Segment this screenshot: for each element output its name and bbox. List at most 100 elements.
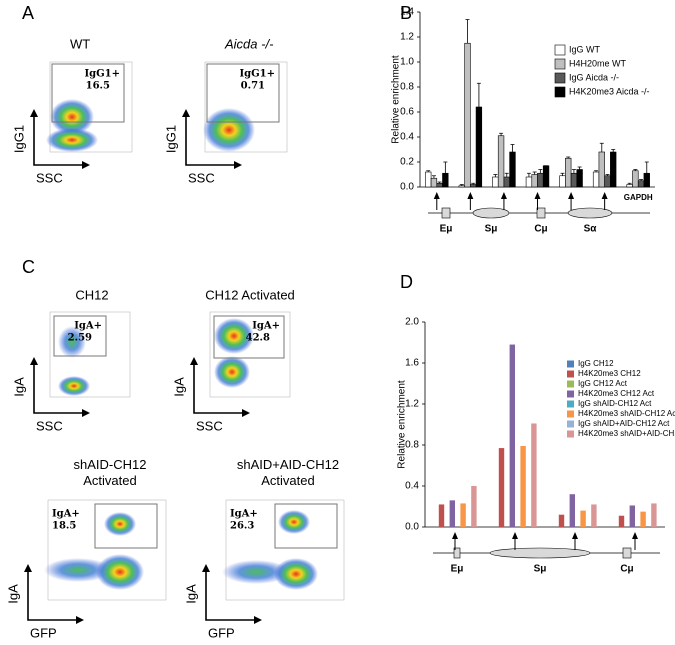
legend-swatch bbox=[554, 86, 566, 98]
axis-arrow bbox=[185, 113, 238, 166]
legend-swatch bbox=[567, 380, 574, 388]
y-axis-title: Relative enrichment bbox=[391, 55, 402, 144]
locus-arrow-head bbox=[601, 192, 608, 199]
bar bbox=[430, 177, 438, 188]
locus-element bbox=[536, 207, 546, 219]
error-bar bbox=[605, 174, 610, 176]
locus-element bbox=[622, 547, 632, 559]
bar bbox=[436, 182, 443, 188]
locus-element bbox=[472, 207, 510, 219]
y-tick-label: 2.0 bbox=[405, 317, 419, 328]
legend-swatch bbox=[567, 420, 574, 428]
axis-arrow bbox=[27, 568, 80, 621]
bar bbox=[591, 504, 597, 527]
flow-plot: IgA+42.8 CH12 Activated SSC IgA bbox=[171, 287, 294, 433]
bar bbox=[531, 423, 537, 527]
bar bbox=[531, 174, 538, 188]
cell-density bbox=[274, 558, 318, 590]
x-axis-label: SSC bbox=[36, 170, 63, 185]
error-bar bbox=[437, 181, 442, 184]
error-bar bbox=[431, 175, 436, 179]
error-bar bbox=[532, 171, 537, 175]
error-bar bbox=[627, 182, 632, 185]
x-axis-label: GFP bbox=[208, 625, 235, 640]
plot-title: WT bbox=[70, 36, 90, 51]
gate-value: 16.5 bbox=[86, 81, 110, 92]
region-label: Sμ bbox=[534, 564, 547, 575]
gate bbox=[53, 315, 107, 357]
locus-arrow-head bbox=[534, 192, 541, 199]
gate-label: IgG1+ bbox=[84, 69, 120, 80]
bar bbox=[458, 185, 465, 188]
plot-title: Aicda -/- bbox=[224, 36, 274, 51]
gate bbox=[213, 315, 285, 359]
bar bbox=[637, 180, 645, 188]
legend-label: IgG Aicda -/- bbox=[569, 72, 619, 82]
legend-label: IgG shAID-CH12 Act bbox=[578, 399, 652, 408]
arrow-head bbox=[190, 357, 250, 417]
bar bbox=[558, 514, 565, 527]
bar bbox=[629, 505, 635, 527]
panel-letter: D bbox=[400, 272, 413, 292]
bar bbox=[475, 106, 483, 188]
legend-swatch bbox=[567, 360, 574, 368]
bar bbox=[542, 165, 550, 188]
bar bbox=[570, 172, 578, 188]
y-tick-label: 0.0 bbox=[405, 522, 419, 533]
bar bbox=[498, 448, 505, 527]
bar bbox=[497, 135, 505, 188]
bar bbox=[576, 169, 583, 188]
error-bar bbox=[639, 179, 644, 181]
legend-swatch bbox=[554, 58, 566, 70]
arrow-head bbox=[30, 357, 90, 417]
x-axis-label: SSC bbox=[36, 418, 63, 433]
locus-element bbox=[567, 207, 613, 219]
error-bar bbox=[459, 184, 464, 186]
y-axis-label: IgA bbox=[11, 377, 26, 397]
gate-label: IgA+ bbox=[74, 321, 102, 332]
bar bbox=[610, 151, 617, 188]
plot-title: CH12 Activated bbox=[205, 287, 295, 302]
locus-element bbox=[489, 547, 591, 559]
legend-label: H4K20me3 CH12 Act bbox=[578, 389, 655, 398]
plot-title: CH12 bbox=[75, 287, 108, 302]
arrow-head bbox=[24, 564, 84, 624]
legend-label: H4K20me3 CH12 bbox=[578, 369, 641, 378]
legend-label: H4H20me WT bbox=[569, 58, 627, 68]
error-bar bbox=[611, 149, 616, 152]
error-bar bbox=[426, 170, 431, 172]
y-tick-label: 1.2 bbox=[405, 399, 419, 410]
y-axis-label: IgG1 bbox=[11, 125, 26, 153]
plot-title-line: shAID+AID-CH12 bbox=[237, 457, 339, 472]
bar bbox=[509, 344, 515, 527]
bar bbox=[442, 172, 449, 188]
bar bbox=[537, 172, 544, 188]
gate bbox=[94, 503, 158, 549]
gate-value: 18.5 bbox=[52, 521, 76, 532]
cell-density bbox=[44, 558, 112, 582]
axis-arrow bbox=[193, 361, 246, 414]
bar bbox=[471, 486, 477, 527]
bar bbox=[565, 157, 572, 188]
gate-value: 2.59 bbox=[68, 333, 92, 344]
gate-label: IgA+ bbox=[252, 321, 280, 332]
locus-arrow-head bbox=[512, 532, 518, 539]
error-bar bbox=[566, 156, 571, 159]
y-tick-label: 0.8 bbox=[400, 82, 414, 93]
locus-arrow-head bbox=[433, 192, 440, 199]
legend-swatch bbox=[567, 430, 574, 438]
panel-letter: B bbox=[400, 3, 412, 23]
region-label: Eμ bbox=[451, 564, 464, 575]
region-label: Sα bbox=[584, 224, 598, 235]
panel-letter: A bbox=[22, 3, 34, 23]
plot-title-line: shAID-CH12 bbox=[74, 457, 147, 472]
legend-swatch bbox=[567, 410, 574, 418]
bar bbox=[592, 171, 600, 188]
bar bbox=[509, 151, 516, 188]
bar bbox=[438, 504, 445, 527]
cell-density bbox=[222, 560, 290, 584]
bar bbox=[470, 184, 477, 188]
cell-density bbox=[214, 356, 250, 388]
bar bbox=[559, 175, 566, 188]
